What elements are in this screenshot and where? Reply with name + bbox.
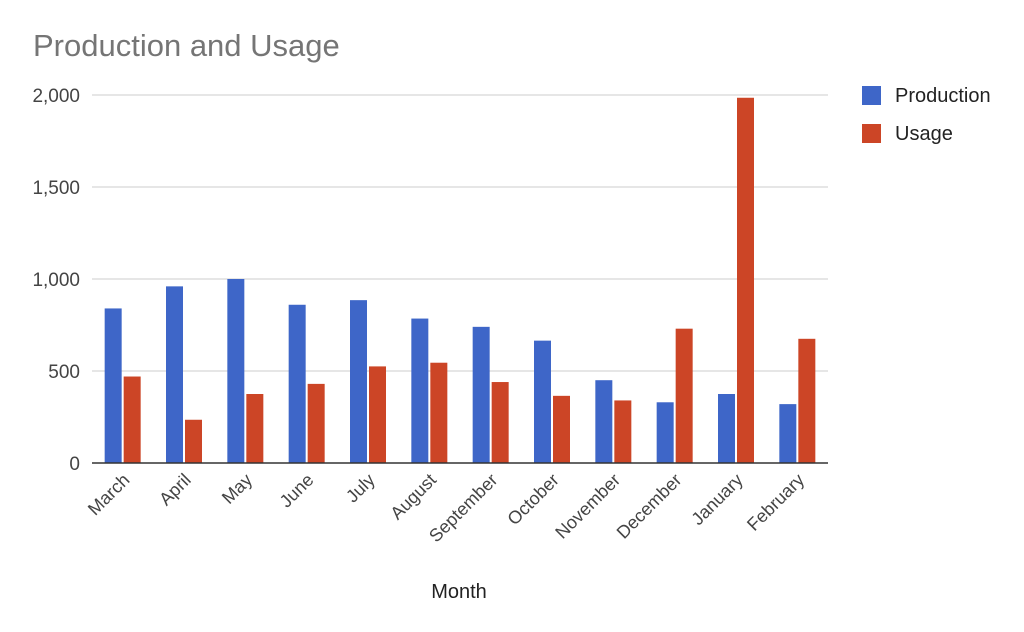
bar-usage-october [553,395,570,463]
bar-usage-may [246,394,264,463]
x-tick-label: November [551,470,624,543]
bar-production-june [288,304,306,463]
y-tick-label: 1,500 [32,178,80,199]
x-tick-label: March [84,470,134,520]
x-axis-title: Month [431,581,487,603]
x-tick-label: August [386,470,440,524]
x-tick-label: July [342,470,379,507]
bars [104,97,816,463]
x-tick-label: February [743,470,808,535]
y-tick-label: 0 [69,454,80,475]
legend-label-usage: Usage [895,123,953,145]
legend-swatch-production [862,86,881,105]
bar-production-august [411,318,429,463]
y-tick-label: 1,000 [32,270,80,291]
y-tick-label: 2,000 [32,86,80,107]
y-tick-label: 500 [48,362,80,383]
bar-production-november [595,380,613,463]
bar-usage-august [430,362,448,463]
bar-usage-april [185,419,202,463]
bar-production-april [166,286,183,463]
bar-production-july [350,300,367,463]
bar-usage-july [369,366,386,463]
chart-title: Production and Usage [33,28,340,63]
x-tick-label: June [276,470,318,512]
x-tick-label: April [155,470,195,510]
bar-production-september [472,326,490,463]
x-tick-label: January [687,470,746,529]
bar-production-march [104,308,122,463]
bar-usage-november [614,400,632,463]
legend-label-production: Production [895,85,991,107]
x-tick-label: October [503,470,562,529]
bar-usage-september [491,382,509,463]
x-tick-label: December [613,470,686,543]
bar-production-february [779,404,797,463]
y-axis-ticks: 0 500 1,000 1,500 2,000 [32,86,80,475]
bar-production-january [718,394,735,463]
bar-production-october [534,340,551,463]
x-tick-label: May [218,470,256,508]
bar-usage-february [798,338,816,463]
bar-usage-march [123,376,141,463]
gridlines [92,94,828,372]
bar-production-december [656,402,674,463]
bar-usage-january [737,97,754,463]
legend: Production Usage [862,85,991,145]
legend-swatch-usage [862,124,881,143]
bar-usage-december [675,328,693,463]
bar-production-may [227,279,245,463]
bar-usage-june [307,383,325,463]
